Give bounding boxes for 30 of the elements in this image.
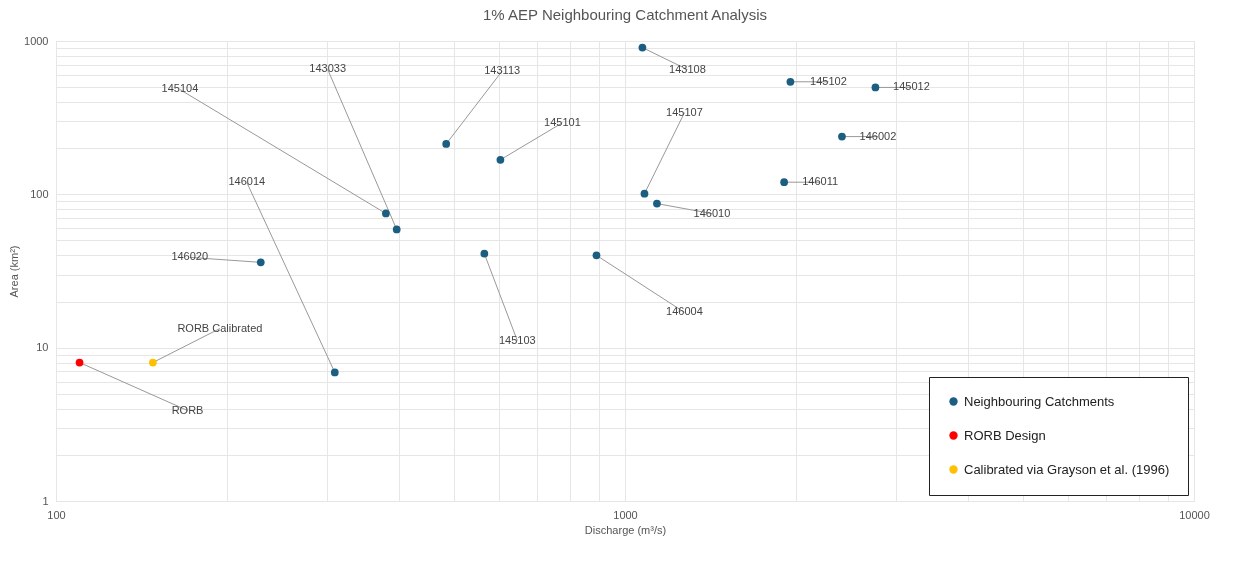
- y-tick-label: 1: [42, 494, 49, 507]
- annotation: 143033: [309, 62, 347, 75]
- y-axis-title: Area (km²): [8, 245, 21, 298]
- y-tick-label: 100: [30, 187, 49, 200]
- annotation: 146002: [859, 129, 897, 142]
- annotation: 143113: [484, 63, 521, 76]
- annotation: 146004: [666, 305, 703, 318]
- x-tick-label: 1000: [613, 508, 638, 521]
- annotation: 143108: [669, 62, 706, 75]
- y-tick-label: 1000: [24, 34, 49, 47]
- annotation: RORB Calibrated: [177, 321, 263, 334]
- x-axis-title: Discharge (m³/s): [584, 523, 667, 536]
- annotation: 145101: [544, 115, 581, 128]
- x-tick-label: 10000: [1179, 508, 1210, 521]
- legend-label: Calibrated via Grayson et al. (1996): [964, 461, 1170, 477]
- annotation: 145103: [498, 333, 536, 346]
- annotation: 146014: [228, 175, 266, 188]
- annotation: 145107: [666, 105, 703, 118]
- y-tick-label: 10: [36, 341, 49, 354]
- x-tick-label: 100: [47, 508, 66, 521]
- annotation: 146010: [693, 206, 731, 219]
- annotation: 145102: [810, 74, 847, 87]
- legend-label: Neighbouring Catchments: [964, 393, 1115, 409]
- annotation: 145104: [161, 82, 199, 95]
- chart-title: 1% AEP Neighbouring Catchment Analysis: [482, 6, 768, 23]
- legend-label: RORB Design: [964, 427, 1046, 443]
- annotation: 145012: [893, 80, 930, 93]
- annotation: 146020: [171, 250, 209, 263]
- annotation: 146011: [802, 175, 839, 188]
- annotation: RORB: [171, 403, 204, 416]
